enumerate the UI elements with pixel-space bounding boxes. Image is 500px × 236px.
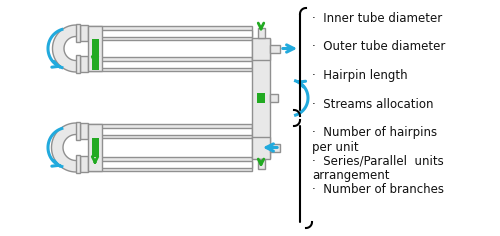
Bar	[88, 160, 252, 168]
Bar	[92, 39, 98, 70]
Bar	[88, 57, 252, 71]
Polygon shape	[52, 25, 76, 72]
Bar	[270, 45, 280, 52]
Text: ·  Series/Parallel  units
arrangement: · Series/Parallel units arrangement	[312, 155, 444, 182]
Polygon shape	[52, 123, 76, 172]
Text: ·  Streams allocation: · Streams allocation	[312, 97, 434, 110]
Bar	[252, 136, 270, 159]
Bar	[252, 38, 270, 59]
Bar	[88, 26, 102, 71]
Bar	[88, 124, 252, 138]
Bar	[88, 60, 252, 67]
Bar	[76, 155, 80, 173]
Bar	[88, 127, 252, 135]
Bar	[80, 56, 88, 72]
Bar	[92, 40, 98, 57]
Bar	[252, 38, 270, 157]
Bar	[80, 123, 88, 139]
Bar	[80, 156, 88, 172]
Text: ·  Hairpin length: · Hairpin length	[312, 69, 408, 82]
Bar	[80, 25, 88, 41]
Text: ·  Inner tube diameter: · Inner tube diameter	[312, 12, 442, 25]
Text: ·  Number of hairpins
per unit: · Number of hairpins per unit	[312, 126, 437, 154]
Bar	[270, 94, 278, 102]
Bar	[92, 138, 98, 157]
Bar	[258, 28, 264, 38]
Bar	[88, 26, 252, 40]
Bar	[88, 124, 102, 171]
Bar	[88, 157, 252, 171]
Bar	[270, 143, 280, 152]
Bar	[76, 122, 80, 140]
Bar	[88, 30, 252, 37]
Text: ·  Outer tube diameter: · Outer tube diameter	[312, 41, 446, 54]
Text: ·  Number of branches: · Number of branches	[312, 183, 444, 196]
Bar	[76, 24, 80, 42]
Bar	[258, 159, 264, 169]
Bar	[76, 55, 80, 73]
Bar	[257, 93, 265, 103]
